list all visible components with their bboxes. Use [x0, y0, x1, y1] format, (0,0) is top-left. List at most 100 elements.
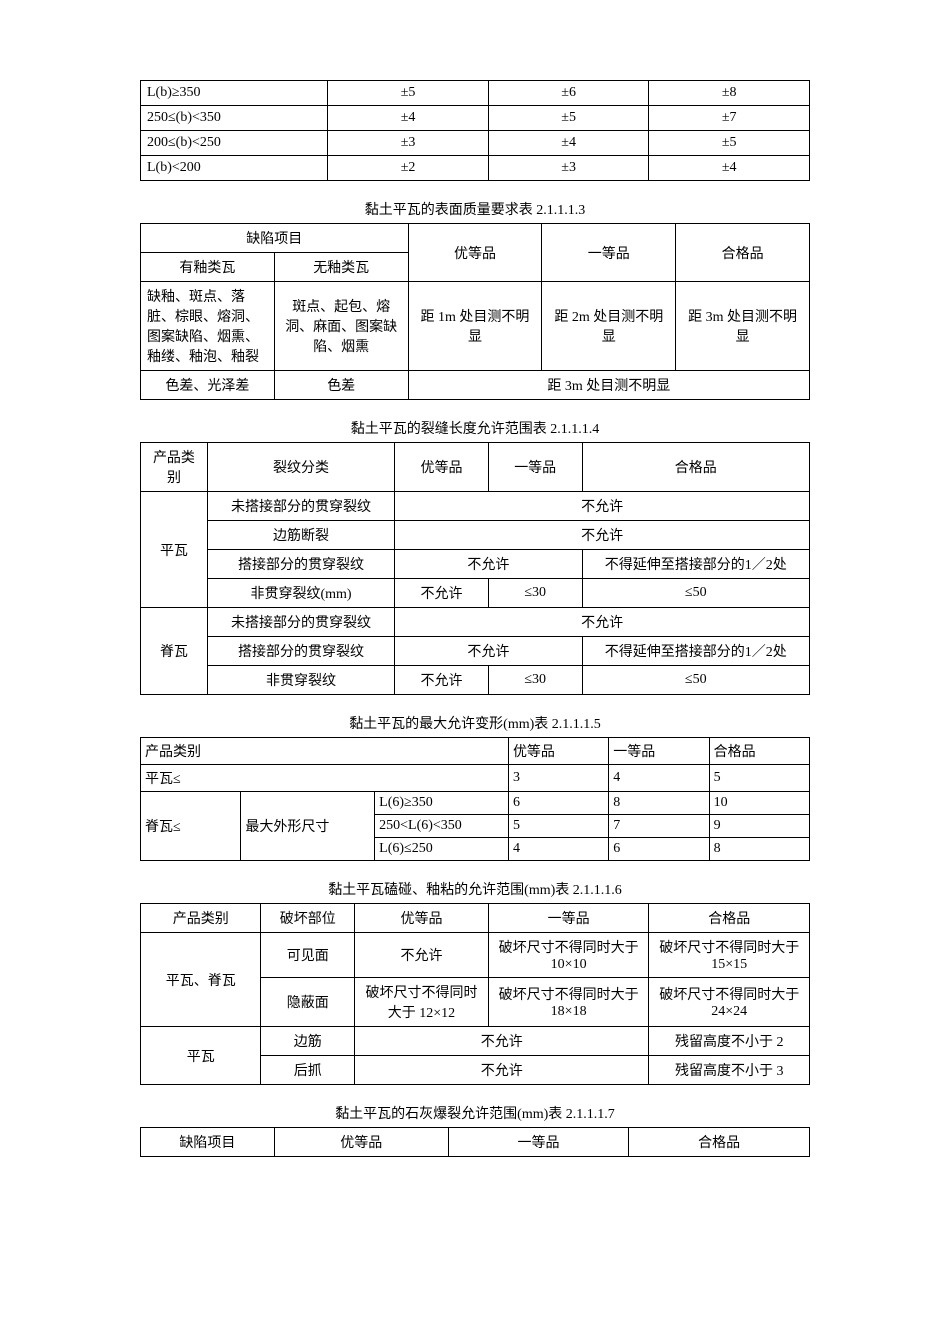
cell: 6 [508, 792, 608, 815]
cell: ±3 [328, 131, 489, 156]
head-g1: 优等品 [395, 443, 489, 492]
cell: ≤50 [582, 579, 809, 608]
table-row: 脊瓦 未搭接部分的贯穿裂纹 不允许 [141, 608, 810, 637]
cell-unglazed: 色差 [274, 371, 408, 400]
table-row: 平瓦≤ 3 4 5 [141, 765, 810, 792]
cell-crack: 非贯穿裂纹 [207, 666, 394, 695]
cell-unglazed: 斑点、起包、熔洞、麻面、图案缺陷、烟熏 [274, 282, 408, 371]
cell: 8 [709, 838, 809, 861]
cell-crack: 非贯穿裂纹(mm) [207, 579, 394, 608]
cell-label: L(b)<200 [141, 156, 328, 181]
head-grade1: 优等品 [408, 224, 542, 282]
cell: ≤50 [582, 666, 809, 695]
head-g3: 合格品 [582, 443, 809, 492]
cell: 8 [609, 792, 709, 815]
table-row: 产品类别 优等品 一等品 合格品 [141, 738, 810, 765]
cell-crack: 边筋断裂 [207, 521, 394, 550]
cell-merged: 距 3m 处目测不明显 [408, 371, 809, 400]
head-grade2: 一等品 [542, 224, 676, 282]
cell: 10 [709, 792, 809, 815]
cell: 距 3m 处目测不明显 [676, 282, 810, 371]
ridge-dim: 最大外形尺寸 [241, 792, 375, 861]
cell: ±8 [649, 81, 810, 106]
head-cat: 产品类别 [141, 904, 261, 933]
cell: 9 [709, 815, 809, 838]
head-g3: 合格品 [649, 904, 810, 933]
cell: 不允许 [395, 521, 810, 550]
table-1-section: L(b)≥350 ±5 ±6 ±8 250≤(b)<350 ±4 ±5 ±7 2… [140, 80, 810, 181]
table-5: 产品类别 破坏部位 优等品 一等品 合格品 平瓦、脊瓦 可见面 不允许 破坏尺寸… [140, 903, 810, 1085]
cell: 距 2m 处目测不明显 [542, 282, 676, 371]
cell-range: 250<L(6)<350 [375, 815, 509, 838]
cat-ridge: 脊瓦 [141, 608, 208, 695]
cell: 破坏尺寸不得同时大于 10×10 [488, 933, 649, 978]
table-row: 平瓦 未搭接部分的贯穿裂纹 不允许 [141, 492, 810, 521]
head-defect: 缺陷项目 [141, 224, 409, 253]
cell: 破坏尺寸不得同时大于 18×18 [488, 978, 649, 1027]
cat-flat: 平瓦 [141, 1027, 261, 1085]
cell: 残留高度不小于 3 [649, 1056, 810, 1085]
cell: 5 [709, 765, 809, 792]
head-cat: 产品类别 [141, 738, 509, 765]
cell-part: 后抓 [261, 1056, 355, 1085]
table-row: 脊瓦≤ 最大外形尺寸 L(6)≥350 6 8 10 [141, 792, 810, 815]
head-g2: 一等品 [488, 904, 649, 933]
cell: 破坏尺寸不得同时大于 12×12 [355, 978, 489, 1027]
table-row: L(b)≥350 ±5 ±6 ±8 [141, 81, 810, 106]
cell-label: L(b)≥350 [141, 81, 328, 106]
cell-range: L(6)≤250 [375, 838, 509, 861]
cell: 残留高度不小于 2 [649, 1027, 810, 1056]
cell-crack: 未搭接部分的贯穿裂纹 [207, 608, 394, 637]
cell: ±6 [488, 81, 649, 106]
cell-glazed: 缺釉、斑点、落脏、棕眼、熔洞、图案缺陷、烟熏、釉缕、釉泡、釉裂 [141, 282, 275, 371]
head-g3: 合格品 [709, 738, 809, 765]
table-2-caption: 黏土平瓦的表面质量要求表 2.1.1.1.3 [140, 199, 810, 219]
table-4-caption: 黏土平瓦的最大允许变形(mm)表 2.1.1.1.5 [140, 713, 810, 733]
table-row: 色差、光泽差 色差 距 3m 处目测不明显 [141, 371, 810, 400]
cell-label: 250≤(b)<350 [141, 106, 328, 131]
cat-both: 平瓦、脊瓦 [141, 933, 261, 1027]
table-row: 平瓦、脊瓦 可见面 不允许 破坏尺寸不得同时大于 10×10 破坏尺寸不得同时大… [141, 933, 810, 978]
cell: 不允许 [395, 492, 810, 521]
cell: 不得延伸至搭接部分的1／2处 [582, 637, 809, 666]
head-unglazed: 无釉类瓦 [274, 253, 408, 282]
cell: ≤30 [488, 579, 582, 608]
cell: 不允许 [395, 608, 810, 637]
cell: ±4 [649, 156, 810, 181]
cell: 不允许 [395, 637, 582, 666]
cell: 不得延伸至搭接部分的1／2处 [582, 550, 809, 579]
cell-crack: 未搭接部分的贯穿裂纹 [207, 492, 394, 521]
head-grade3: 合格品 [676, 224, 810, 282]
table-3-caption: 黏土平瓦的裂缝长度允许范围表 2.1.1.1.4 [140, 418, 810, 438]
table-5-caption: 黏土平瓦磕碰、釉粘的允许范围(mm)表 2.1.1.1.6 [140, 879, 810, 899]
cell-crack: 搭接部分的贯穿裂纹 [207, 550, 394, 579]
table-row: 搭接部分的贯穿裂纹 不允许 不得延伸至搭接部分的1／2处 [141, 637, 810, 666]
cell: ≤30 [488, 666, 582, 695]
table-row: 200≤(b)<250 ±3 ±4 ±5 [141, 131, 810, 156]
cell-part: 隐蔽面 [261, 978, 355, 1027]
head-part: 破坏部位 [261, 904, 355, 933]
cell: ±5 [649, 131, 810, 156]
cell: 不允许 [355, 933, 489, 978]
cat-flat: 平瓦 [141, 492, 208, 608]
cell: 破坏尺寸不得同时大于 24×24 [649, 978, 810, 1027]
cell: ±4 [488, 131, 649, 156]
cell-label: 200≤(b)<250 [141, 131, 328, 156]
head-g2: 一等品 [448, 1128, 629, 1157]
cat-flat: 平瓦≤ [141, 765, 509, 792]
cell: ±7 [649, 106, 810, 131]
cell: ±4 [328, 106, 489, 131]
table-row: L(b)<200 ±2 ±3 ±4 [141, 156, 810, 181]
table-row: 非贯穿裂纹 不允许 ≤30 ≤50 [141, 666, 810, 695]
cell-crack: 搭接部分的贯穿裂纹 [207, 637, 394, 666]
cell: 3 [508, 765, 608, 792]
cell: 不允许 [395, 666, 489, 695]
head-glazed: 有釉类瓦 [141, 253, 275, 282]
cell: 距 1m 处目测不明显 [408, 282, 542, 371]
table-row: 250≤(b)<350 ±4 ±5 ±7 [141, 106, 810, 131]
table-6-caption: 黏土平瓦的石灰爆裂允许范围(mm)表 2.1.1.1.7 [140, 1103, 810, 1123]
head-defect: 缺陷项目 [141, 1128, 275, 1157]
cell: 不允许 [355, 1056, 649, 1085]
head-crack: 裂纹分类 [207, 443, 394, 492]
cell: ±5 [488, 106, 649, 131]
